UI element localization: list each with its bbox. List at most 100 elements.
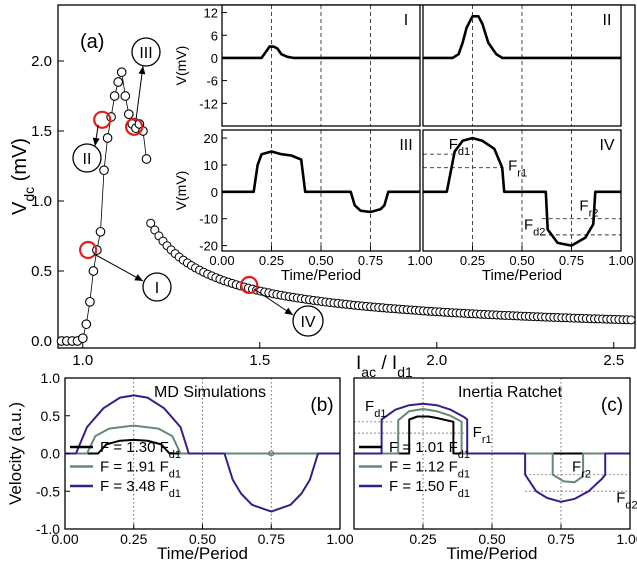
main-x-tick-label: 1.5 bbox=[249, 352, 270, 369]
callout-ii-circle bbox=[72, 143, 102, 173]
main-data-point bbox=[123, 109, 134, 120]
inset-III-x-axis-label: Time/Period bbox=[281, 267, 361, 284]
inset-I-y-tick-label: 0 bbox=[211, 51, 218, 66]
md-x-tick-label: 1.00 bbox=[326, 531, 353, 547]
inset-I-y-tick-label: -12 bbox=[199, 96, 218, 111]
md-series-line bbox=[65, 394, 340, 513]
md-x-axis-label: Time/Period bbox=[157, 544, 248, 563]
ratchet-legend-label: F = 1.12 Fd1 bbox=[389, 459, 470, 481]
callout-ii-text: II bbox=[83, 151, 92, 168]
main-x-axis-label: Iac / Id1 bbox=[356, 353, 413, 380]
callout-ii-arrow-head bbox=[92, 137, 100, 146]
main-data-point bbox=[77, 333, 88, 344]
ratchet-legend-label: F = 1.01 Fd1 bbox=[389, 439, 470, 461]
md-x-tick-label: 0.50 bbox=[189, 531, 216, 547]
callout-i-arrow-head bbox=[134, 274, 143, 281]
main-x-tick-label: 2.0 bbox=[426, 352, 447, 369]
md-y-tick-label: 1.0 bbox=[41, 370, 61, 386]
highlight-marker-ii bbox=[93, 110, 112, 129]
main-data-point bbox=[141, 154, 152, 164]
callout-i-text: I bbox=[155, 280, 159, 297]
md-series-line bbox=[65, 438, 340, 455]
inset-II-roman-label: II bbox=[603, 12, 612, 29]
ratchet-annotation: Fd1 bbox=[365, 398, 386, 420]
highlight-marker-iv bbox=[240, 275, 259, 295]
md-y-tick-label: -0.5 bbox=[36, 483, 60, 499]
inset-II-trace bbox=[423, 15, 621, 60]
main-data-point bbox=[102, 133, 113, 143]
ratchet-x-axis-label: Time/Period bbox=[446, 544, 537, 563]
callout-i-arrow-line bbox=[93, 253, 144, 282]
highlight-marker-i bbox=[78, 240, 98, 260]
ratchet-x-tick-label: 0.75 bbox=[547, 531, 574, 547]
inset-I-y-tick-label: 6 bbox=[211, 28, 218, 43]
inset-III-trace bbox=[222, 150, 420, 214]
ratchet-series-line bbox=[354, 402, 630, 503]
callout-iii-arrow-head bbox=[138, 66, 146, 75]
inset-III-x-tick-label: 1.00 bbox=[407, 253, 432, 268]
main-y-tick-label: 1.0 bbox=[31, 193, 52, 210]
inset-III-y-tick-label: 10 bbox=[204, 158, 218, 173]
inset-III-y-tick-label: -10 bbox=[199, 212, 218, 227]
ratchet-annotation: Fd2 bbox=[616, 490, 637, 512]
ratchet-legend-label: F = 1.50 Fd1 bbox=[389, 478, 470, 500]
inset-IV-x-tick-label: 0.75 bbox=[559, 253, 584, 268]
inset-IV-annotation: Fd1 bbox=[449, 136, 470, 158]
inset-I-y-tick-label: -6 bbox=[206, 74, 218, 89]
main-data-point bbox=[109, 91, 120, 101]
ratchet-title: Inertia Ratchet bbox=[458, 384, 563, 401]
main-data-point bbox=[120, 91, 131, 101]
md-x-tick-label: 0.00 bbox=[51, 531, 78, 547]
inset-I-background bbox=[222, 5, 420, 126]
ratchet-annotation: Fr2 bbox=[572, 459, 591, 481]
highlight-marker-iii bbox=[125, 117, 144, 136]
inset-II-background bbox=[423, 5, 621, 126]
md-x-tick-label: 0.75 bbox=[258, 531, 285, 547]
callout-iii-circle bbox=[131, 37, 161, 67]
inset-IV-annotation: Fr2 bbox=[579, 198, 598, 220]
ratchet-series-line bbox=[354, 415, 630, 455]
inset-I-roman-label: I bbox=[404, 12, 408, 29]
main-x-tick-label: 1.0 bbox=[72, 352, 93, 369]
inset-I-trace bbox=[222, 45, 420, 60]
ratchet-x-tick-label: 1.00 bbox=[616, 531, 637, 547]
md-y-axis-label: Velocity (a.u.) bbox=[6, 402, 25, 505]
inset-IV-annotation: Fr1 bbox=[508, 157, 527, 179]
main-y-tick-label: 1.5 bbox=[31, 123, 52, 140]
inset-IV-annotation: Fd2 bbox=[524, 216, 545, 238]
callout-i-circle bbox=[142, 272, 172, 302]
inset-III-y-axis-label: V(mV) bbox=[173, 171, 189, 211]
inset-III-x-tick-label: 0.25 bbox=[259, 253, 284, 268]
callout-iv-arrow-head bbox=[284, 307, 293, 315]
inset-III-y-tick-label: 20 bbox=[204, 131, 218, 146]
ratchet-series-line bbox=[354, 408, 630, 484]
inset-I-y-axis-label: V(mV) bbox=[173, 46, 189, 86]
main-data-point bbox=[113, 77, 124, 87]
inset-IV-trace bbox=[423, 136, 621, 247]
md-legend-label: F = 3.48 Fd1 bbox=[100, 478, 181, 500]
ratchet-panel-label: (c) bbox=[601, 395, 623, 416]
main-x-tick-label: 2.5 bbox=[603, 352, 624, 369]
main-data-point bbox=[85, 296, 95, 307]
inset-III-y-tick-label: 0 bbox=[211, 185, 218, 200]
inset-IV-x-axis-label: Time/Period bbox=[482, 267, 562, 284]
main-data-point bbox=[81, 319, 92, 330]
inset-III-roman-label: III bbox=[399, 137, 412, 154]
callout-iv-circle bbox=[292, 305, 324, 337]
inset-III-x-tick-label: 0.50 bbox=[308, 253, 333, 268]
md-legend-label: F = 1.91 Fd1 bbox=[100, 459, 181, 481]
inset-IV-x-tick-label: 1.00 bbox=[608, 253, 633, 268]
md-y-tick-label: -1.0 bbox=[36, 521, 60, 537]
main-y-tick-label: 0.0 bbox=[31, 333, 52, 350]
inset-III-x-tick-label: 0.75 bbox=[358, 253, 383, 268]
md-y-tick-label: 0.5 bbox=[41, 408, 61, 424]
ratchet-x-tick-label: 0.25 bbox=[409, 531, 436, 547]
main-data-point bbox=[99, 165, 109, 176]
inset-III-x-tick-label: 0.00 bbox=[209, 253, 234, 268]
main-y-axis-label: Vdc (mV) bbox=[9, 138, 37, 215]
main-y-tick-label: 2.0 bbox=[31, 53, 52, 70]
md-title: MD Simulations bbox=[154, 384, 266, 401]
inset-I-y-tick-label: 12 bbox=[204, 6, 218, 21]
callout-iii-arrow-line bbox=[135, 65, 144, 119]
